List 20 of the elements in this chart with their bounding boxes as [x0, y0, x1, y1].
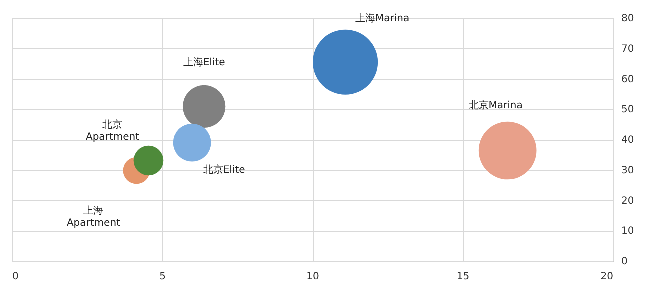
text: 上海Apartment: [66, 204, 121, 229]
x-tick-label: 20: [600, 272, 614, 282]
y-tick-label: 40: [622, 135, 634, 146]
series-label: 北京Elite: [203, 164, 246, 176]
y-tick-label: 20: [622, 196, 634, 207]
series-label: 北京Marina: [468, 100, 523, 112]
y-tick-label: 70: [622, 44, 634, 55]
y-tick-label: 0: [622, 256, 628, 268]
x-tick-label: 15: [456, 272, 470, 282]
y-tick-label: 80: [622, 14, 634, 24]
y-tick-label: 60: [622, 74, 634, 86]
y-tick-label: 50: [622, 104, 634, 116]
y-tick-label: 10: [622, 226, 634, 238]
series-label: 上海Marina: [355, 12, 410, 24]
y-tick-label: 30: [622, 165, 634, 176]
x-tick-label: 10: [306, 272, 320, 282]
text: 上海Elite: [183, 56, 226, 69]
series-label: 北京Apartment: [86, 118, 140, 143]
x-tick-label: 5: [160, 272, 166, 282]
x-tick-label: 0: [12, 272, 19, 282]
